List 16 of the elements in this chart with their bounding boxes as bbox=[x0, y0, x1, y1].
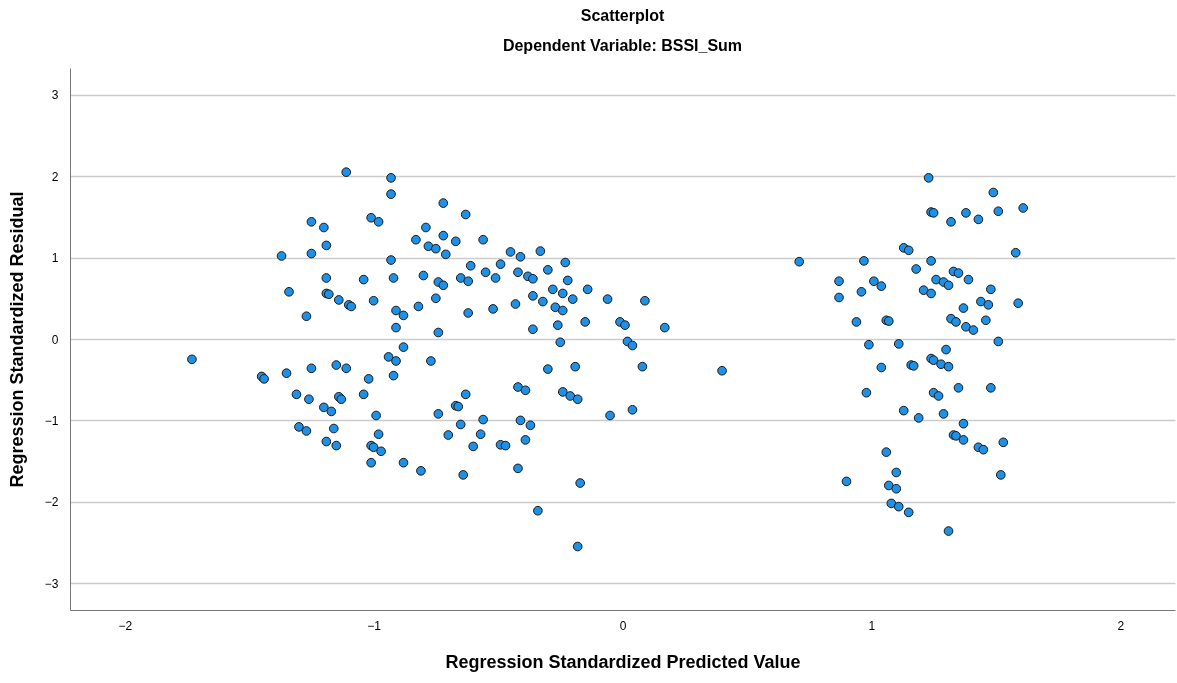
y-tick-label: 0 bbox=[51, 332, 59, 347]
y-tick-label: 2 bbox=[51, 169, 59, 184]
y-tick-label: 3 bbox=[51, 88, 59, 103]
x-tick-label: 2 bbox=[1117, 618, 1125, 633]
x-tick-label: 1 bbox=[868, 618, 876, 633]
y-axis-title: Regression Standardized Residual bbox=[6, 191, 27, 488]
y-tick-label: −3 bbox=[44, 576, 59, 591]
x-tick-label: −2 bbox=[118, 618, 133, 633]
chart-title: Scatterplot bbox=[580, 7, 665, 24]
x-axis-title: Regression Standardized Predicted Value bbox=[445, 651, 801, 672]
y-tick-label: 1 bbox=[51, 251, 59, 266]
x-tick-label: 0 bbox=[619, 618, 627, 633]
y-tick-label: −2 bbox=[44, 495, 59, 510]
chart-subtitle: Dependent Variable: BSSI_Sum bbox=[502, 37, 743, 54]
y-tick-label: −1 bbox=[44, 413, 59, 428]
x-tick-label: −1 bbox=[367, 618, 382, 633]
